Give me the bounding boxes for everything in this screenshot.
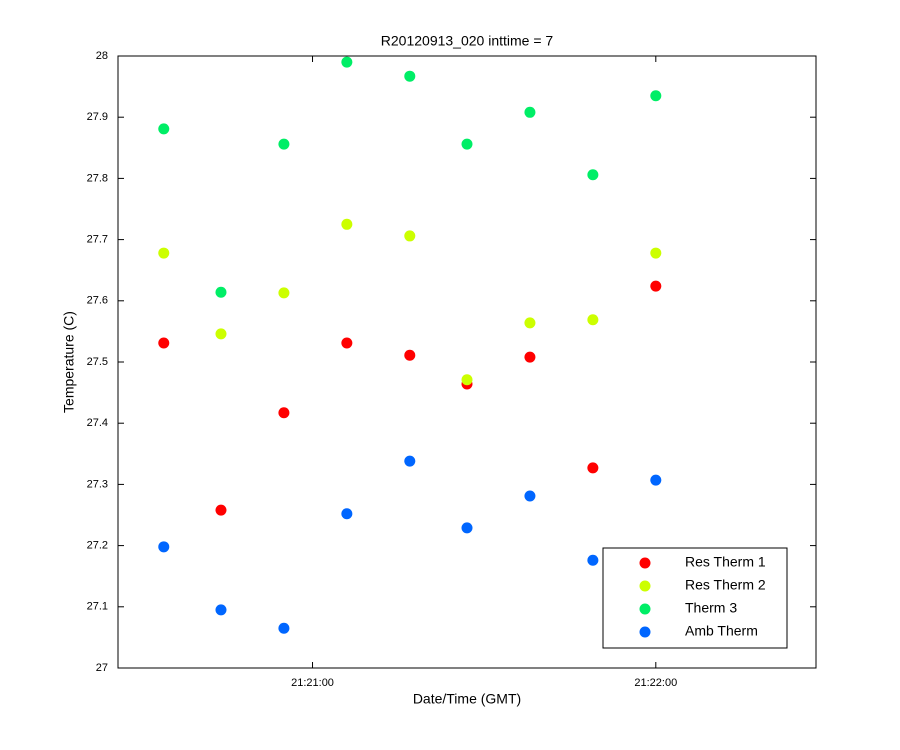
point: [587, 314, 599, 326]
point: [278, 138, 290, 150]
y-tick-label: 27.8: [87, 172, 108, 184]
point: [341, 218, 353, 230]
x-axis-label: Date/Time (GMT): [413, 691, 521, 707]
y-axis-label: Temperature (C): [61, 311, 77, 413]
point: [215, 328, 227, 340]
point: [158, 123, 170, 135]
point: [524, 106, 536, 118]
point: [587, 169, 599, 181]
point: [650, 474, 662, 486]
point: [404, 230, 416, 242]
y-tick-label: 27.1: [87, 601, 108, 613]
legend-label: Therm 3: [685, 600, 737, 616]
chart-title: R20120913_020 inttime = 7: [381, 33, 554, 49]
point: [650, 280, 662, 292]
legend-label: Amb Therm: [685, 623, 758, 639]
point: [158, 337, 170, 349]
y-tick-label: 27: [96, 662, 108, 674]
point: [278, 407, 290, 419]
point: [158, 247, 170, 259]
y-tick-label: 27.7: [87, 234, 108, 246]
x-tick-label: 21:21:00: [291, 677, 334, 689]
point: [524, 490, 536, 502]
point: [587, 554, 599, 566]
y-tick-label: 28: [96, 50, 108, 62]
point: [158, 541, 170, 553]
legend-label: Res Therm 1: [685, 554, 766, 570]
point: [278, 287, 290, 299]
point: [650, 90, 662, 102]
point: [404, 455, 416, 467]
point: [587, 462, 599, 474]
point: [215, 504, 227, 516]
x-tick-label: 21:22:00: [634, 677, 677, 689]
point: [461, 374, 473, 386]
point: [341, 508, 353, 520]
legend-marker: [639, 603, 651, 615]
point: [341, 56, 353, 68]
point: [278, 622, 290, 634]
y-tick-label: 27.5: [87, 356, 108, 368]
legend-marker: [639, 580, 651, 592]
y-tick-label: 27.9: [87, 111, 108, 123]
legend-label: Res Therm 2: [685, 577, 766, 593]
y-tick-label: 27.4: [87, 417, 108, 429]
point: [404, 349, 416, 361]
point: [461, 522, 473, 534]
point: [461, 138, 473, 150]
legend-box: [602, 547, 788, 649]
legend: Res Therm 1 Res Therm 2 Therm 3 Amb Therm: [602, 547, 788, 649]
point: [404, 70, 416, 82]
point: [524, 317, 536, 329]
point: [341, 337, 353, 349]
point: [215, 604, 227, 616]
legend-marker: [639, 626, 651, 638]
point: [650, 247, 662, 259]
point: [524, 351, 536, 363]
y-tick-label: 27.3: [87, 478, 108, 490]
legend-marker: [639, 557, 651, 569]
y-tick-label: 27.6: [87, 295, 108, 307]
y-tick-label: 27.2: [87, 540, 108, 552]
point: [215, 286, 227, 298]
